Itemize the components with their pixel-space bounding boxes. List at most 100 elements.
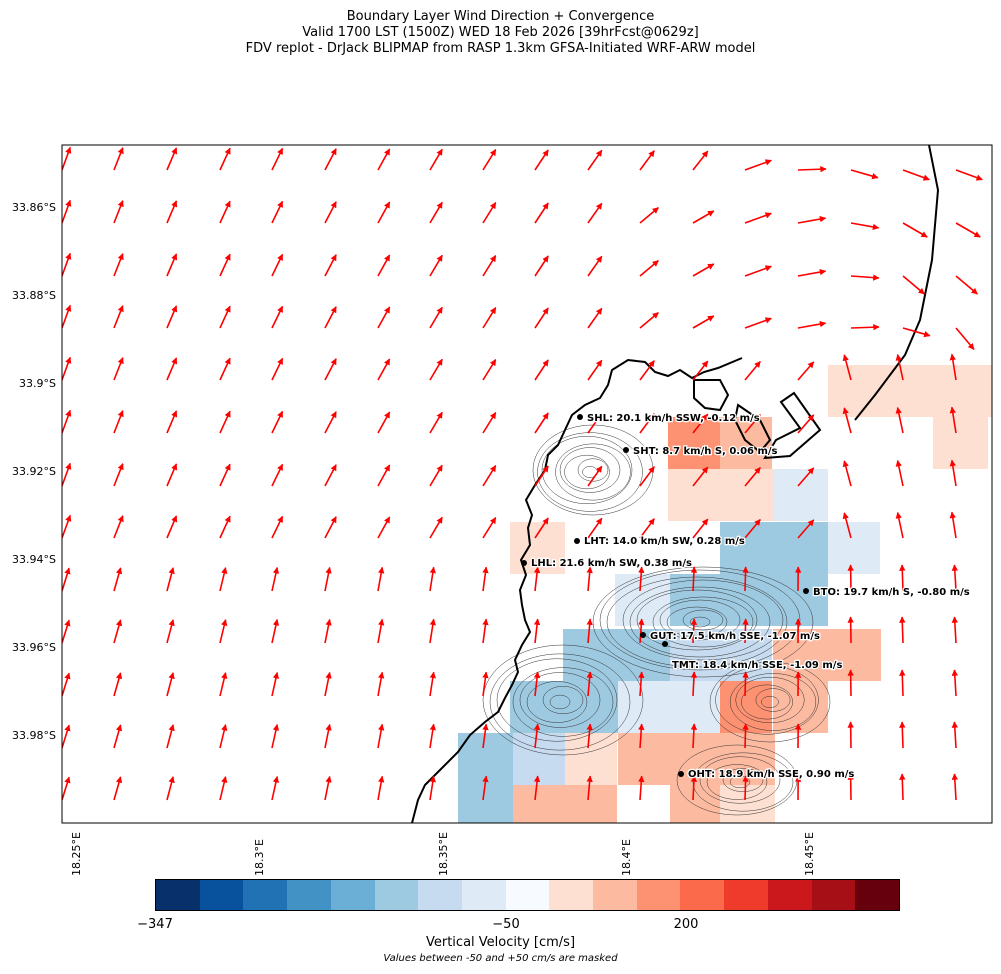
colorbar-swatch bbox=[636, 880, 681, 910]
wind-arrow bbox=[377, 671, 385, 697]
colorbar-swatch bbox=[505, 880, 550, 910]
contour-line bbox=[532, 424, 654, 516]
velocity-cell bbox=[720, 522, 828, 574]
colorbar-swatch bbox=[374, 880, 419, 910]
colorbar-swatch bbox=[287, 880, 331, 910]
wind-arrow bbox=[586, 723, 593, 749]
station-label: GUT: 17.5 km/h SSE, -1.07 m/s bbox=[650, 631, 820, 642]
wind-arrow bbox=[744, 518, 761, 539]
wind-arrow bbox=[842, 460, 852, 487]
wind-arrow bbox=[271, 357, 284, 381]
colorbar-swatch bbox=[461, 880, 506, 910]
wind-arrow bbox=[638, 618, 645, 644]
contour-line bbox=[729, 673, 817, 731]
wind-arrow bbox=[899, 669, 906, 697]
station-label: OHT: 18.9 km/h SSE, 0.90 m/s bbox=[688, 769, 854, 780]
velocity-cell bbox=[513, 785, 568, 823]
velocity-cell bbox=[565, 733, 617, 785]
wind-arrow bbox=[949, 459, 957, 487]
wind-arrow bbox=[586, 618, 593, 644]
wind-arrow bbox=[899, 721, 906, 749]
wind-arrow bbox=[899, 616, 906, 644]
wind-arrow bbox=[324, 671, 332, 697]
wind-arrow bbox=[533, 775, 541, 801]
lat-label: 33.92°S bbox=[12, 465, 56, 478]
wind-arrow bbox=[744, 360, 761, 381]
wind-arrow bbox=[797, 467, 815, 487]
wind-arrow bbox=[742, 566, 749, 592]
wind-arrow bbox=[842, 512, 852, 539]
wind-arrow bbox=[587, 202, 603, 224]
wind-arrow bbox=[166, 410, 178, 434]
wind-arrow bbox=[902, 275, 925, 295]
contour-line bbox=[541, 436, 633, 504]
wind-arrow bbox=[62, 409, 72, 434]
velocity-cell bbox=[828, 365, 992, 417]
colorbar-tick: −50 bbox=[492, 917, 520, 932]
wind-arrow bbox=[533, 671, 541, 697]
station-label: TMT: 18.4 km/h SSE, -1.09 m/s bbox=[672, 660, 842, 671]
colorbar-note: Values between -50 and +50 cm/s are mask… bbox=[383, 953, 618, 964]
wind-arrow bbox=[895, 406, 904, 434]
wind-arrow bbox=[534, 412, 549, 434]
wind-arrow bbox=[899, 773, 906, 801]
wind-arrow bbox=[271, 410, 284, 434]
wind-arrow bbox=[895, 353, 904, 381]
colorbar-label: Vertical Velocity [cm/s] bbox=[425, 935, 576, 950]
wind-arrow bbox=[850, 169, 879, 180]
wind-arrow bbox=[377, 723, 385, 749]
wind-arrow bbox=[534, 255, 549, 277]
wind-arrow bbox=[429, 306, 443, 329]
velocity-cell bbox=[828, 522, 880, 574]
wind-arrow bbox=[62, 514, 72, 539]
contour-line bbox=[692, 752, 794, 812]
contour-line bbox=[555, 443, 631, 501]
contour-line bbox=[512, 667, 614, 737]
contour-line bbox=[519, 672, 601, 728]
wind-arrow bbox=[324, 254, 337, 277]
wind-arrow bbox=[166, 724, 175, 749]
wind-arrow bbox=[166, 515, 178, 539]
wind-arrow bbox=[62, 304, 72, 329]
wind-arrow bbox=[587, 307, 603, 329]
wind-arrow bbox=[377, 254, 391, 277]
wind-arrow bbox=[219, 672, 228, 697]
wind-arrow bbox=[166, 776, 175, 801]
wind-arrow bbox=[955, 275, 978, 295]
wind-arrow bbox=[62, 199, 72, 224]
wind-arrow bbox=[429, 411, 443, 434]
wind-arrow bbox=[219, 305, 231, 329]
lon-label: 18.45°E bbox=[803, 832, 816, 876]
velocity-cell bbox=[670, 681, 722, 733]
contour-line bbox=[636, 589, 758, 651]
wind-arrow bbox=[113, 724, 123, 749]
velocity-cell bbox=[458, 785, 513, 823]
wind-arrow bbox=[271, 147, 284, 171]
wind-arrow bbox=[690, 671, 698, 697]
station-dot bbox=[803, 588, 809, 594]
colorbar-swatch bbox=[418, 880, 462, 910]
wind-arrow bbox=[639, 259, 659, 277]
wind-arrow bbox=[533, 723, 541, 749]
lon-label: 18.25°E bbox=[70, 832, 83, 876]
wind-arrow bbox=[639, 360, 655, 381]
wind-arrow bbox=[955, 169, 983, 181]
colorbar-tick: −347 bbox=[137, 917, 173, 932]
contour-line bbox=[652, 596, 754, 648]
station-dot bbox=[521, 560, 527, 566]
wind-arrow bbox=[113, 357, 124, 381]
colorbar-swatch bbox=[680, 880, 725, 910]
wind-arrow bbox=[113, 672, 123, 697]
wind-arrow bbox=[377, 618, 385, 644]
wind-arrow bbox=[324, 723, 332, 749]
wind-arrow bbox=[797, 320, 827, 329]
wind-arrow bbox=[166, 567, 175, 592]
station-dot bbox=[640, 632, 646, 638]
wind-arrow bbox=[842, 354, 852, 381]
wind-arrow bbox=[742, 671, 749, 697]
contour-line bbox=[482, 644, 644, 756]
wind-arrow bbox=[534, 359, 549, 381]
colorbar-swatch bbox=[855, 880, 899, 910]
wind-arrow bbox=[850, 324, 880, 331]
